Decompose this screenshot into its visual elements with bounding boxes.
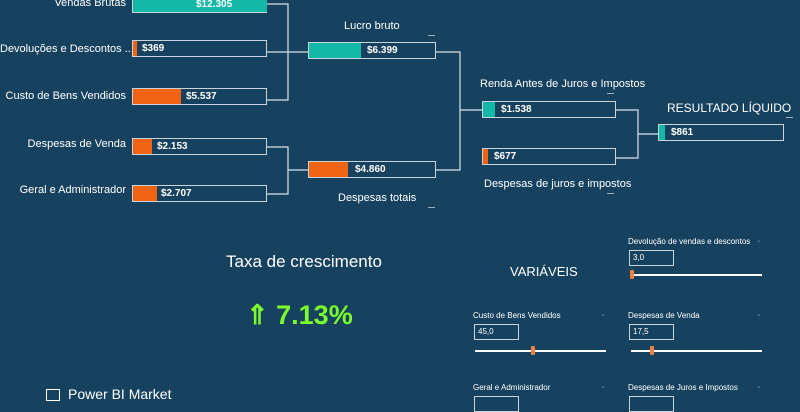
input-custo[interactable]: 45,0 <box>474 324 519 340</box>
dash-lucro-bruto <box>428 35 435 36</box>
label-vendas-brutas: Vendas Brutas <box>54 0 126 9</box>
value-despesas-totais: $4.860 <box>355 164 386 175</box>
slider-label-devolucao: Devolução de vendas e descontos <box>628 237 751 246</box>
slider-label-juros: Despesas de Juros e Impostos <box>628 383 738 392</box>
chevron-down-icon[interactable]: ⌄ <box>600 311 606 318</box>
bar-geral-admin <box>133 186 157 201</box>
bar-despesas-totais <box>309 162 348 177</box>
chevron-down-icon[interactable]: ⌄ <box>756 311 762 318</box>
slider-track-custo[interactable] <box>475 350 606 352</box>
bar-lucro-bruto <box>309 43 361 58</box>
slider-label-geral: Geral e Administrador <box>473 383 551 392</box>
node-geral-admin[interactable]: $2.707 <box>132 185 267 202</box>
label-devolucoes: Devoluções e Descontos ... <box>0 43 134 55</box>
value-renda-antes: $1.538 <box>501 104 532 115</box>
bar-vendas-brutas <box>133 0 267 12</box>
chevron-down-icon[interactable]: ⌄ <box>600 383 606 390</box>
input-despesas-venda[interactable]: 17,5 <box>629 324 674 340</box>
slider-label-custo: Custo de Bens Vendidos <box>473 311 561 320</box>
slider-label-despesas-venda: Despesas de Venda <box>628 311 700 320</box>
input-geral[interactable] <box>474 396 519 412</box>
growth-value: ⇑ 7.13% <box>246 300 353 331</box>
value-resultado: $861 <box>671 127 694 138</box>
bar-renda-antes <box>483 102 495 117</box>
chevron-down-icon[interactable]: ⌄ <box>756 237 762 244</box>
bar-despesas-juros <box>483 149 488 164</box>
label-despesas-totais: Despesas totais <box>338 192 417 204</box>
value-devolucoes: $369 <box>142 43 165 54</box>
value-despesas-venda: $2.153 <box>157 141 188 152</box>
label-resultado: RESULTADO LÍQUIDO <box>667 101 792 115</box>
variables-title: VARIÁVEIS <box>510 264 578 279</box>
label-despesas-juros: Despesas de juros e impostos <box>484 178 632 190</box>
slider-thumb-despesas-venda[interactable] <box>650 346 654 355</box>
up-arrow-icon: ⇑ <box>246 300 269 330</box>
input-juros[interactable] <box>629 396 674 412</box>
label-despesas-venda: Despesas de Venda <box>27 138 126 150</box>
growth-title: Taxa de crescimento <box>226 252 382 271</box>
input-devolucao[interactable]: 3,0 <box>629 250 674 266</box>
dash-despesas-juros <box>607 193 614 194</box>
bar-resultado <box>659 125 665 140</box>
bar-custo-bens <box>133 89 181 104</box>
node-resultado[interactable]: $861 <box>658 124 784 141</box>
label-geral-admin: Geral e Administrador <box>19 184 126 196</box>
node-despesas-juros[interactable]: $677 <box>482 148 616 165</box>
slider-thumb-devolucao[interactable] <box>630 270 634 279</box>
bar-devolucoes <box>133 41 137 56</box>
slider-thumb-custo[interactable] <box>531 346 535 355</box>
node-lucro-bruto[interactable]: $6.399 <box>308 42 436 59</box>
dash-renda-antes <box>607 93 614 94</box>
value-geral-admin: $2.707 <box>161 188 192 199</box>
chevron-down-icon[interactable]: ⌄ <box>756 383 762 390</box>
slider-track-despesas-venda[interactable] <box>631 350 762 352</box>
value-lucro-bruto: $6.399 <box>367 45 398 56</box>
dash-despesas-totais <box>428 207 435 208</box>
value-custo-bens: $5.537 <box>186 91 217 102</box>
node-vendas-brutas[interactable]: $12.305 <box>132 0 267 13</box>
bar-despesas-venda <box>133 139 152 154</box>
value-vendas-brutas: $12.305 <box>196 0 233 10</box>
node-devolucoes[interactable]: $369 <box>132 40 267 57</box>
tree-connectors <box>267 3 658 195</box>
logo-text: Power BI Market <box>68 386 172 402</box>
label-renda-antes: Renda Antes de Juros e Impostos <box>480 78 646 90</box>
power-bi-icon <box>46 389 60 402</box>
slider-track-devolucao[interactable] <box>631 274 762 276</box>
node-despesas-totais[interactable]: $4.860 <box>308 161 436 178</box>
node-custo-bens[interactable]: $5.537 <box>132 88 267 105</box>
label-lucro-bruto: Lucro bruto <box>344 20 400 32</box>
value-despesas-juros: $677 <box>494 151 517 162</box>
label-custo-bens: Custo de Bens Vendidos <box>5 90 126 102</box>
node-despesas-venda[interactable]: $2.153 <box>132 138 267 155</box>
dash-resultado <box>786 117 793 118</box>
growth-percent: 7.13% <box>276 300 353 330</box>
node-renda-antes[interactable]: $1.538 <box>482 101 616 118</box>
